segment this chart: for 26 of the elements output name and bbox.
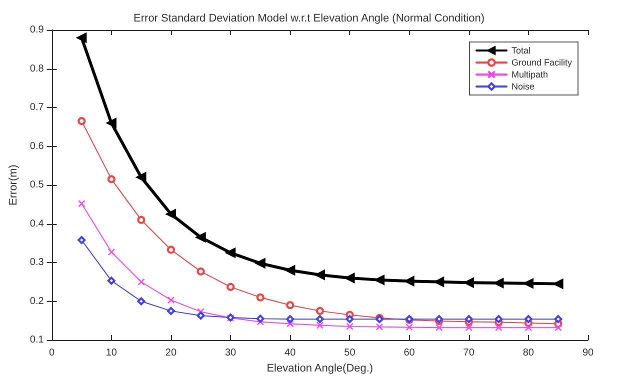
x-tick-label: 70 (463, 348, 475, 358)
legend-label: Total (511, 46, 530, 56)
y-tick-label: 0.5 (30, 180, 44, 190)
x-tick-label: 40 (284, 348, 296, 358)
x-tick-label: 10 (106, 348, 118, 358)
x-tick-label: 60 (404, 348, 416, 358)
y-tick-label: 0.4 (30, 218, 44, 230)
chart-title: Error Standard Deviation Model w.r.t Elevation Angle (Normal Condition) (134, 12, 484, 24)
x-axis-title: Elevation Angle(Deg.) (266, 362, 374, 374)
legend-label: Noise (511, 82, 534, 92)
y-tick-label: 0.3 (30, 257, 44, 268)
y-axis-title: Error(m) (8, 164, 20, 206)
x-tick-label: 30 (224, 348, 237, 358)
x-tick-label: 50 (344, 348, 356, 358)
y-tick-label: 0.7 (30, 102, 44, 113)
x-tick-label: 20 (165, 348, 177, 358)
legend-label: Ground Facility (511, 58, 572, 68)
x-tick-label: 0 (49, 348, 56, 358)
y-tick-label: 0.6 (30, 140, 44, 152)
y-tick-label: 0.8 (30, 63, 44, 74)
x-tick-label: 80 (522, 348, 534, 358)
y-tick-label: 0.1 (30, 334, 44, 346)
legend-label: Multipath (511, 70, 548, 80)
y-tick-label: 0.9 (30, 24, 44, 36)
y-tick-label: 0.2 (30, 296, 44, 307)
x-tick-label: 90 (582, 348, 594, 358)
